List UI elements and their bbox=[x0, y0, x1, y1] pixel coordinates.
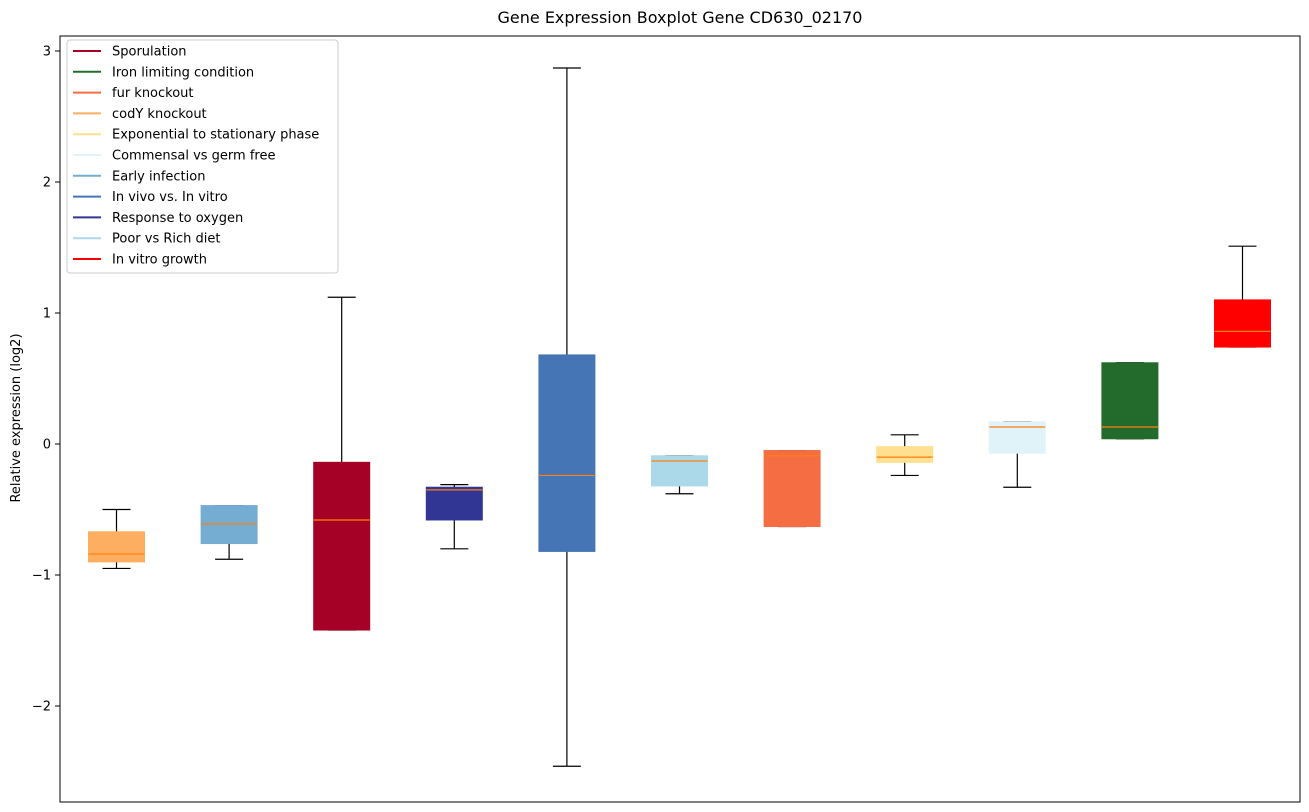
plot-area: −2 −1 0 1 2 3 bbox=[32, 45, 1271, 767]
legend-label: Exponential to stationary phase bbox=[112, 128, 319, 143]
legend-entry: In vivo vs. In vitro bbox=[73, 190, 228, 205]
box-body bbox=[88, 531, 145, 563]
legend-entry: In vitro growth bbox=[73, 253, 207, 268]
box-in-vitro-growth bbox=[1214, 245, 1271, 348]
legend-label: Poor vs Rich diet bbox=[112, 232, 220, 247]
box-iron-limiting-condition bbox=[1101, 362, 1159, 440]
box-body bbox=[200, 505, 258, 545]
legend-entry: fur knockout bbox=[73, 86, 194, 101]
y-tick-label: 3 bbox=[43, 45, 51, 60]
legend-label: Early infection bbox=[112, 169, 205, 184]
box-body bbox=[313, 461, 371, 631]
legend-entry: Sporulation bbox=[73, 45, 187, 60]
legend-label: fur knockout bbox=[112, 86, 194, 101]
box-body bbox=[1101, 362, 1159, 440]
box-poor-vs-rich-diet bbox=[651, 455, 708, 495]
y-axis-label: Relative expression (log2) bbox=[9, 333, 24, 502]
legend-entry: Exponential to stationary phase bbox=[73, 128, 319, 143]
box-fur-knockout bbox=[763, 449, 821, 528]
box-response-to-oxygen bbox=[425, 484, 483, 550]
box-body bbox=[538, 354, 596, 552]
legend-label: Commensal vs germ free bbox=[112, 149, 275, 164]
box-body bbox=[876, 446, 934, 463]
box-in-vivo-vs-in-vitro bbox=[538, 67, 596, 767]
legend-entry: codY knockout bbox=[73, 107, 207, 122]
y-tick-label: −2 bbox=[32, 700, 51, 715]
legend-entry: Poor vs Rich diet bbox=[73, 232, 220, 247]
box-sporulation bbox=[313, 296, 371, 631]
legend-box bbox=[66, 39, 339, 274]
chart-title: Gene Expression Boxplot Gene CD630_02170 bbox=[498, 8, 863, 28]
legend-entry: Commensal vs germ free bbox=[73, 149, 275, 164]
y-tick-label: 0 bbox=[43, 438, 51, 453]
box-exponential-to-stationary-phase bbox=[876, 434, 934, 477]
legend-entry: Response to oxygen bbox=[73, 211, 243, 226]
legend-entry: Early infection bbox=[73, 169, 205, 184]
legend-label: codY knockout bbox=[112, 107, 207, 122]
y-tick-label: 2 bbox=[43, 176, 51, 191]
legend-label: Sporulation bbox=[112, 45, 187, 60]
box-body bbox=[651, 455, 708, 487]
y-tick-label: −1 bbox=[32, 569, 51, 584]
legend: Sporulation Iron limiting condition fur kn… bbox=[66, 39, 339, 274]
box-early-infection bbox=[200, 504, 258, 560]
box-body bbox=[763, 450, 821, 528]
plot-frame bbox=[59, 35, 1301, 803]
legend-label: Response to oxygen bbox=[112, 211, 243, 226]
y-tick-label: 1 bbox=[43, 307, 51, 322]
box-cody-knockout bbox=[88, 508, 145, 570]
box-body bbox=[1214, 299, 1271, 348]
legend-label: Iron limiting condition bbox=[112, 65, 254, 80]
legend-entry: Iron limiting condition bbox=[73, 65, 254, 80]
legend-label: In vitro growth bbox=[112, 253, 207, 268]
box-commensal-vs-germ-free bbox=[988, 421, 1046, 488]
legend-label: In vivo vs. In vitro bbox=[112, 190, 228, 205]
box-body bbox=[425, 486, 483, 521]
